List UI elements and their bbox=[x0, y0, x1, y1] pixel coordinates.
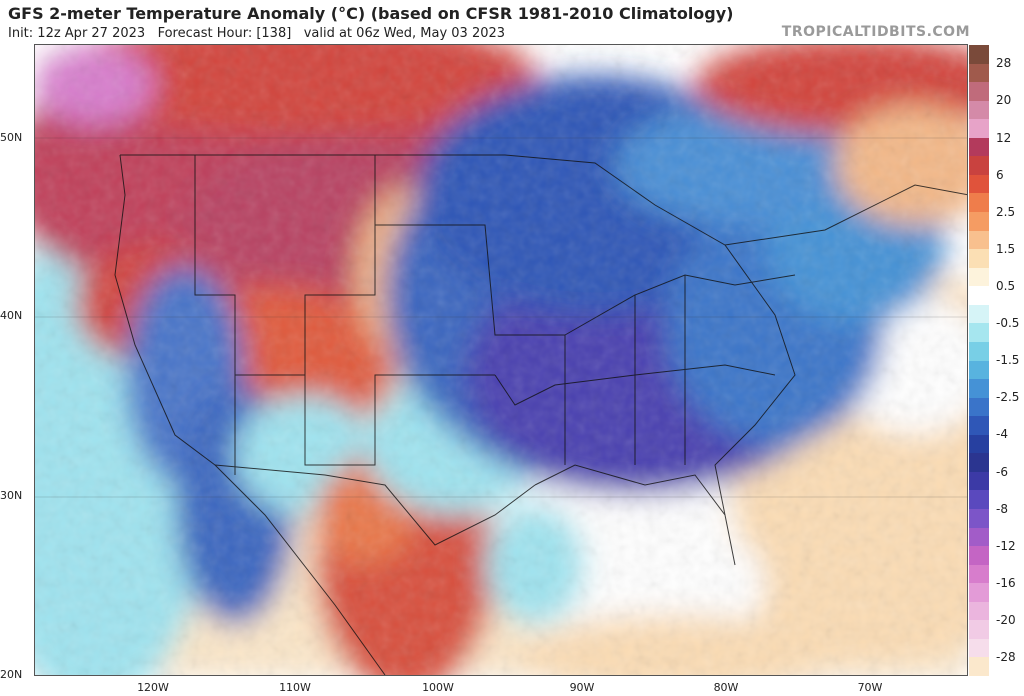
colorbar-swatch bbox=[969, 657, 989, 677]
colorbar-swatch bbox=[969, 267, 989, 287]
lon-label-80w: 80W bbox=[713, 681, 739, 694]
colorbar-tick-label: -6 bbox=[996, 464, 1008, 479]
lon-label-120w: 120W bbox=[137, 681, 169, 694]
colorbar-tick-label: 1.5 bbox=[996, 241, 1016, 256]
colorbar-swatch bbox=[969, 212, 989, 232]
colorbar-swatch bbox=[969, 527, 989, 547]
colorbar-tick-label: -12 bbox=[996, 538, 1016, 553]
colorbar-swatch bbox=[969, 434, 989, 454]
colorbar-tick-label: 0.5 bbox=[996, 278, 1016, 293]
valid-time: valid at 06z Wed, May 03 2023 bbox=[303, 26, 506, 41]
colorbar-swatch bbox=[969, 100, 989, 120]
colorbar-swatch bbox=[969, 63, 989, 83]
colorbar-tick-label: -1.5 bbox=[996, 353, 1020, 368]
colorbar-swatch bbox=[969, 601, 989, 621]
lat-label-50n: 50N bbox=[0, 131, 23, 144]
lat-label-20n: 20N bbox=[0, 668, 23, 681]
lon-label-70w: 70W bbox=[857, 681, 883, 694]
colorbar-swatch bbox=[969, 564, 989, 584]
colorbar-swatch bbox=[969, 546, 989, 566]
colorbar-swatch bbox=[969, 471, 989, 491]
colorbar-tick-label: 28 bbox=[996, 56, 1012, 71]
colorbar-swatch bbox=[969, 156, 989, 176]
colorbar-swatch bbox=[969, 249, 989, 269]
colorbar-swatch bbox=[969, 323, 989, 343]
boundaries bbox=[114, 154, 967, 675]
colorbar-tick-label: 20 bbox=[996, 93, 1012, 108]
colorbar-tick-label: -4 bbox=[996, 427, 1008, 442]
map-title: GFS 2-meter Temperature Anomaly (°C) (ba… bbox=[8, 4, 734, 23]
init-time: Init: 12z Apr 27 2023 bbox=[8, 26, 146, 41]
colorbar-swatch bbox=[969, 620, 989, 640]
colorbar-tick-label: -8 bbox=[996, 501, 1008, 516]
colorbar-tick-label: -0.5 bbox=[996, 316, 1020, 331]
anomaly-map bbox=[34, 44, 968, 676]
lon-label-110w: 110W bbox=[279, 681, 311, 694]
site-watermark: TROPICALTIDBITS.COM bbox=[781, 24, 970, 40]
texture-overlay bbox=[35, 45, 967, 675]
lat-label-40n: 40N bbox=[0, 309, 23, 322]
colorbar-swatch bbox=[969, 453, 989, 473]
colorbar-swatch bbox=[969, 304, 989, 324]
colorbar-tick-label: 12 bbox=[996, 130, 1012, 145]
graticule bbox=[35, 137, 967, 498]
colorbar-swatch bbox=[969, 508, 989, 529]
colorbar-swatch bbox=[969, 490, 989, 510]
lon-label-100w: 100W bbox=[422, 681, 454, 694]
colorbar-swatch bbox=[969, 45, 989, 65]
forecast-hour: Forecast Hour: [138] bbox=[157, 26, 292, 41]
colorbar-swatch bbox=[969, 341, 989, 361]
colorbar-swatch bbox=[969, 360, 989, 380]
colorbar-swatch bbox=[969, 638, 989, 658]
colorbar-tick-label: 2.5 bbox=[996, 204, 1016, 219]
lat-label-30n: 30N bbox=[0, 489, 23, 502]
colorbar-tick-label: 6 bbox=[996, 167, 1004, 182]
colorbar-swatch bbox=[969, 174, 989, 194]
colorbar-tick-label: -28 bbox=[996, 650, 1016, 665]
colorbar-swatch bbox=[969, 397, 989, 417]
colorbar-swatch bbox=[969, 583, 989, 603]
colorbar-swatch bbox=[969, 137, 989, 157]
colorbar bbox=[969, 45, 989, 677]
colorbar-swatch bbox=[969, 416, 989, 436]
colorbar-swatch bbox=[969, 193, 989, 213]
colorbar-swatch bbox=[969, 286, 989, 306]
colorbar-swatch bbox=[969, 82, 989, 102]
colorbar-swatch bbox=[969, 230, 989, 250]
colorbar-swatch bbox=[969, 119, 989, 139]
colorbar-tick-label: -16 bbox=[996, 575, 1016, 590]
colorbar-tick-label: -2.5 bbox=[996, 390, 1020, 405]
colorbar-swatch bbox=[969, 379, 989, 399]
colorbar-tick-label: -20 bbox=[996, 613, 1016, 628]
map-subtitle: Init: 12z Apr 27 2023 Forecast Hour: [13… bbox=[8, 26, 505, 41]
lon-label-90w: 90W bbox=[569, 681, 595, 694]
